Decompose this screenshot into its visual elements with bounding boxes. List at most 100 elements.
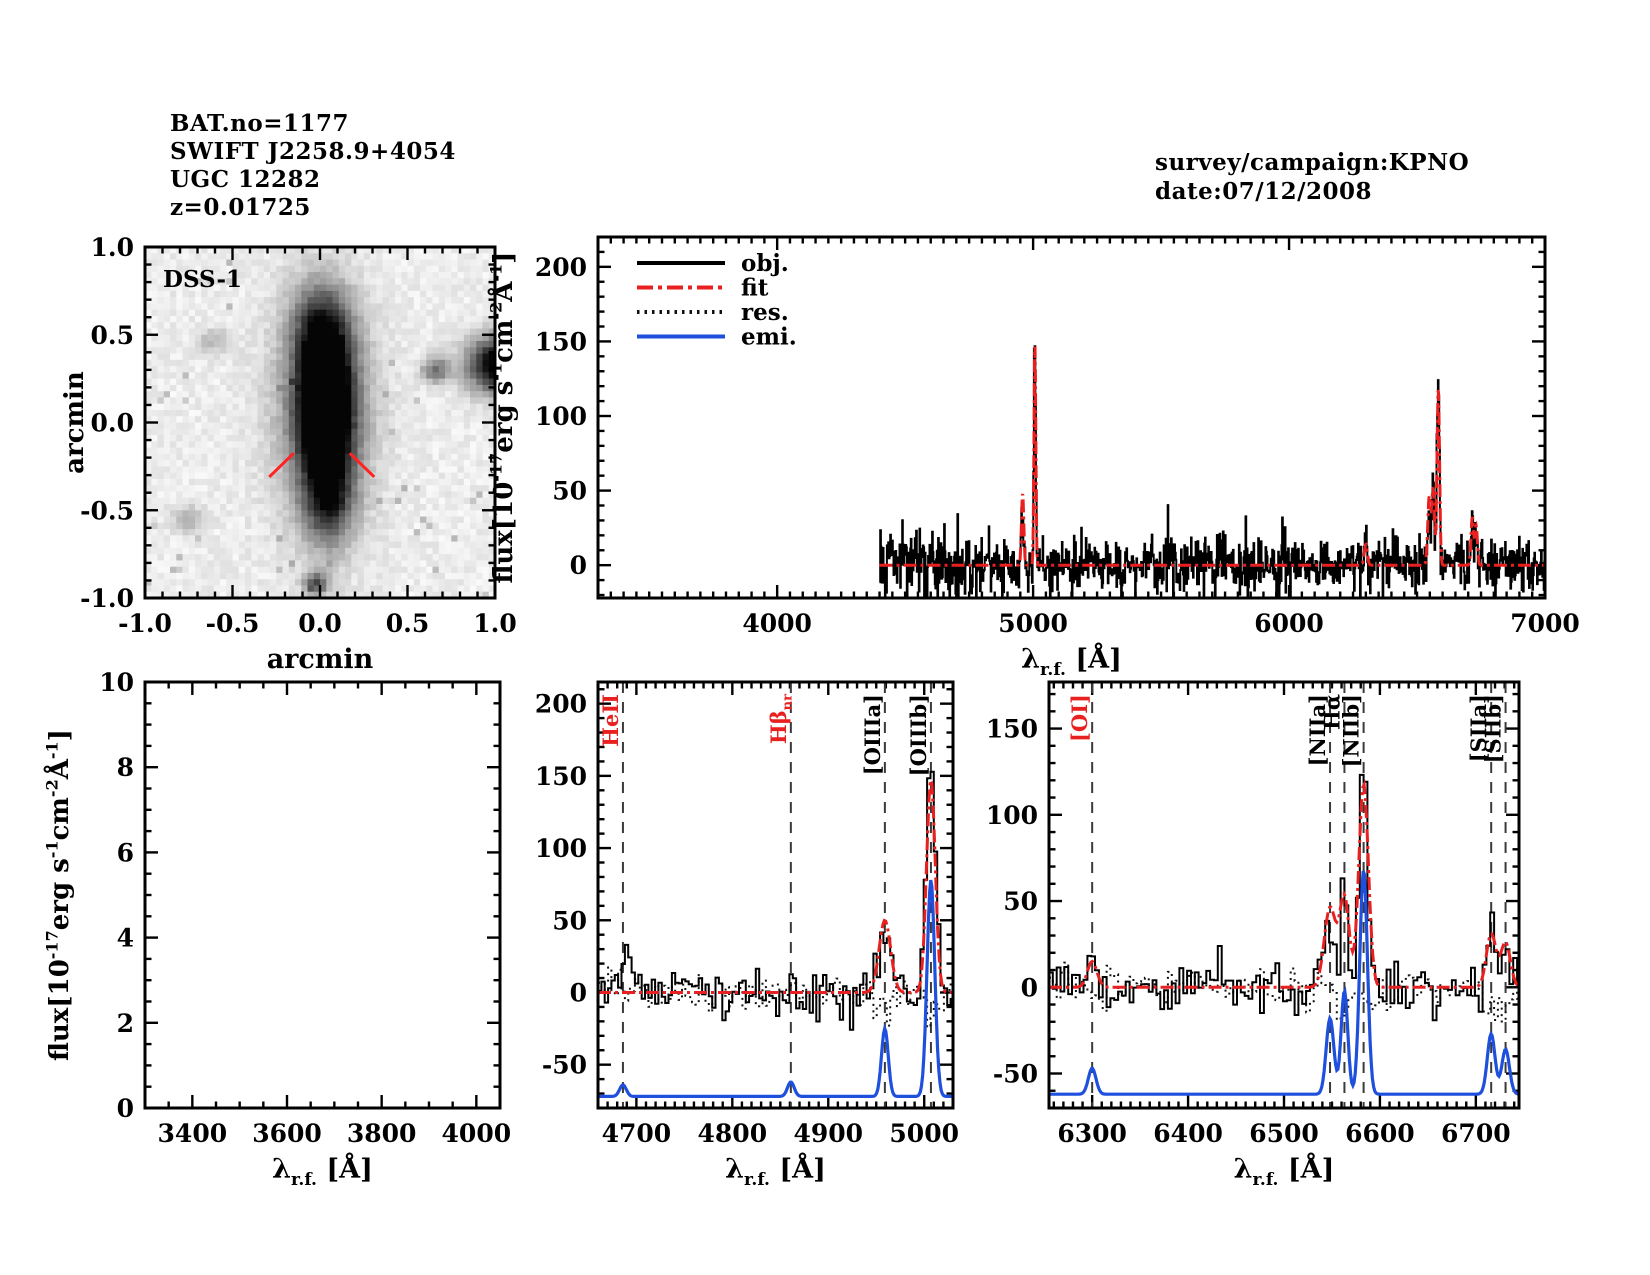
dss-pixel	[288, 341, 296, 348]
dss-pixel	[370, 397, 377, 405]
dss-pixel	[313, 535, 321, 543]
dss-pixel	[357, 516, 365, 524]
dss-pixel	[445, 441, 452, 449]
dss-pixel	[407, 303, 415, 311]
dss-pixel	[420, 466, 427, 474]
dss-pixel	[420, 378, 427, 386]
dss-pixel	[170, 472, 177, 480]
y-axis-title: arcmin	[60, 371, 90, 474]
dss-pixel	[251, 322, 259, 330]
dss-pixel	[245, 265, 252, 273]
dss-pixel	[370, 560, 377, 568]
dss-pixel	[388, 397, 396, 405]
dss-pixel	[276, 510, 284, 518]
dss-pixel	[151, 353, 159, 361]
dss-pixel	[451, 441, 459, 449]
dss-pixel	[488, 328, 496, 336]
dss-pixel	[420, 265, 427, 273]
dss-pixel	[245, 554, 252, 561]
dss-pixel	[326, 547, 334, 555]
dss-pixel	[413, 303, 421, 311]
dss-pixel	[163, 497, 171, 505]
dss-pixel	[157, 579, 165, 587]
dss-pixel	[451, 535, 459, 543]
dss-pixel	[157, 504, 165, 511]
dss-pixel	[188, 278, 196, 286]
dss-pixel	[213, 560, 221, 568]
dss-pixel	[301, 265, 309, 273]
dss-pixel	[313, 397, 321, 405]
dss-pixel	[332, 422, 340, 430]
dss-pixel	[201, 566, 209, 574]
dss-pixel	[326, 460, 334, 467]
dss-pixel	[288, 359, 296, 367]
dss-pixel	[345, 504, 352, 511]
dss-pixel	[245, 579, 252, 587]
dss-pixel	[182, 422, 190, 430]
dss-pixel	[295, 384, 302, 392]
dss-pixel	[232, 309, 240, 317]
dss-pixel	[157, 447, 165, 455]
dss-pixel	[313, 560, 321, 568]
dss-pixel	[357, 347, 365, 355]
dss-pixel	[426, 547, 434, 555]
dss-pixel	[232, 328, 240, 336]
dss-pixel	[270, 422, 277, 430]
dss-pixel	[413, 554, 421, 561]
dss-pixel	[345, 359, 352, 367]
dss-pixel	[457, 572, 465, 580]
dss-pixel	[426, 460, 434, 467]
dss-pixel	[432, 341, 440, 348]
dss-pixel	[457, 447, 465, 455]
dss-pixel	[482, 504, 490, 511]
dss-pixel	[357, 585, 365, 593]
dss-pixel	[307, 334, 315, 342]
dss-pixel	[201, 447, 209, 455]
dss-pixel	[332, 510, 340, 518]
dss-pixel	[301, 322, 309, 330]
dss-pixel	[363, 347, 371, 355]
dss-pixel	[401, 253, 409, 261]
dss-pixel	[145, 585, 152, 593]
dss-pixel	[413, 372, 421, 380]
dss-pixel	[351, 428, 359, 436]
dss-pixel	[332, 585, 340, 593]
dss-pixel	[332, 341, 340, 348]
dss-pixel	[276, 522, 284, 530]
dss-pixel	[445, 334, 452, 342]
dss-pixel	[438, 428, 446, 436]
dss-pixel	[307, 572, 315, 580]
dss-pixel	[463, 359, 471, 367]
dss-pixel	[345, 441, 352, 449]
dss-pixel	[463, 416, 471, 424]
dss-pixel	[182, 247, 190, 254]
dss-pixel	[445, 297, 452, 304]
dss-pixel	[245, 428, 252, 436]
dss-pixel	[157, 560, 165, 568]
dss-pixel	[451, 435, 459, 442]
dss-pixel	[207, 497, 215, 505]
dss-pixel	[313, 453, 321, 461]
dss-pixel	[351, 278, 359, 286]
dss-pixel	[445, 522, 452, 530]
dss-pixel	[370, 547, 377, 555]
dss-pixel	[357, 297, 365, 304]
dss-pixel	[476, 378, 484, 386]
dss-pixel	[226, 347, 234, 355]
dss-pixel	[488, 284, 496, 292]
dss-pixel	[145, 422, 152, 430]
dss-pixel	[313, 272, 321, 279]
dss-pixel	[432, 410, 440, 417]
dss-pixel	[476, 478, 484, 486]
dss-pixel	[338, 591, 346, 599]
dss-pixel	[395, 303, 402, 311]
dss-pixel	[145, 579, 152, 587]
dss-pixel	[326, 585, 334, 593]
dss-pixel	[157, 478, 165, 486]
dss-pixel	[288, 403, 296, 411]
dss-pixel	[445, 466, 452, 474]
dss-pixel	[407, 315, 415, 323]
dss-pixel	[338, 585, 346, 593]
dss-pixel	[232, 272, 240, 279]
dss-pixel	[363, 328, 371, 336]
